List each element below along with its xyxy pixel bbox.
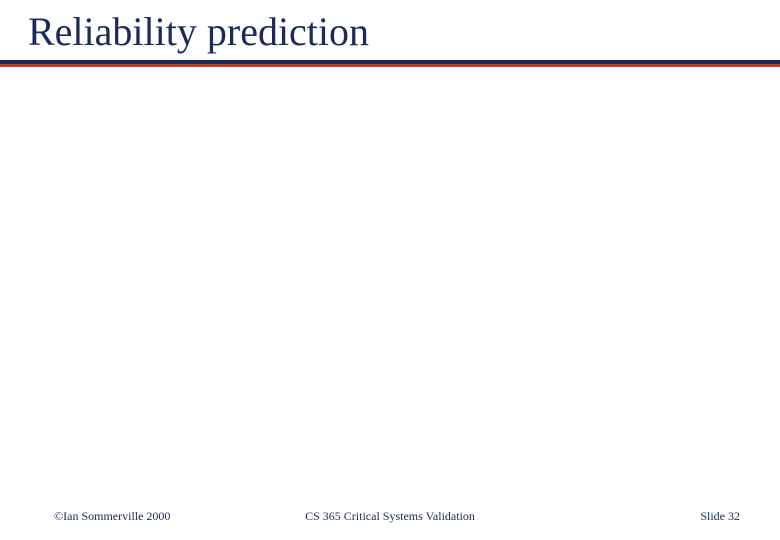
footer-slide-number: Slide 32 [700,509,740,524]
footer-copyright: ©Ian Sommerville 2000 [54,509,170,524]
title-rule-accent [0,64,780,67]
slide-title: Reliability prediction [28,8,369,55]
slide: Reliability prediction ©Ian Sommerville … [0,0,780,540]
footer-course: CS 365 Critical Systems Validation [305,509,475,524]
footer: ©Ian Sommerville 2000 CS 365 Critical Sy… [0,506,780,524]
